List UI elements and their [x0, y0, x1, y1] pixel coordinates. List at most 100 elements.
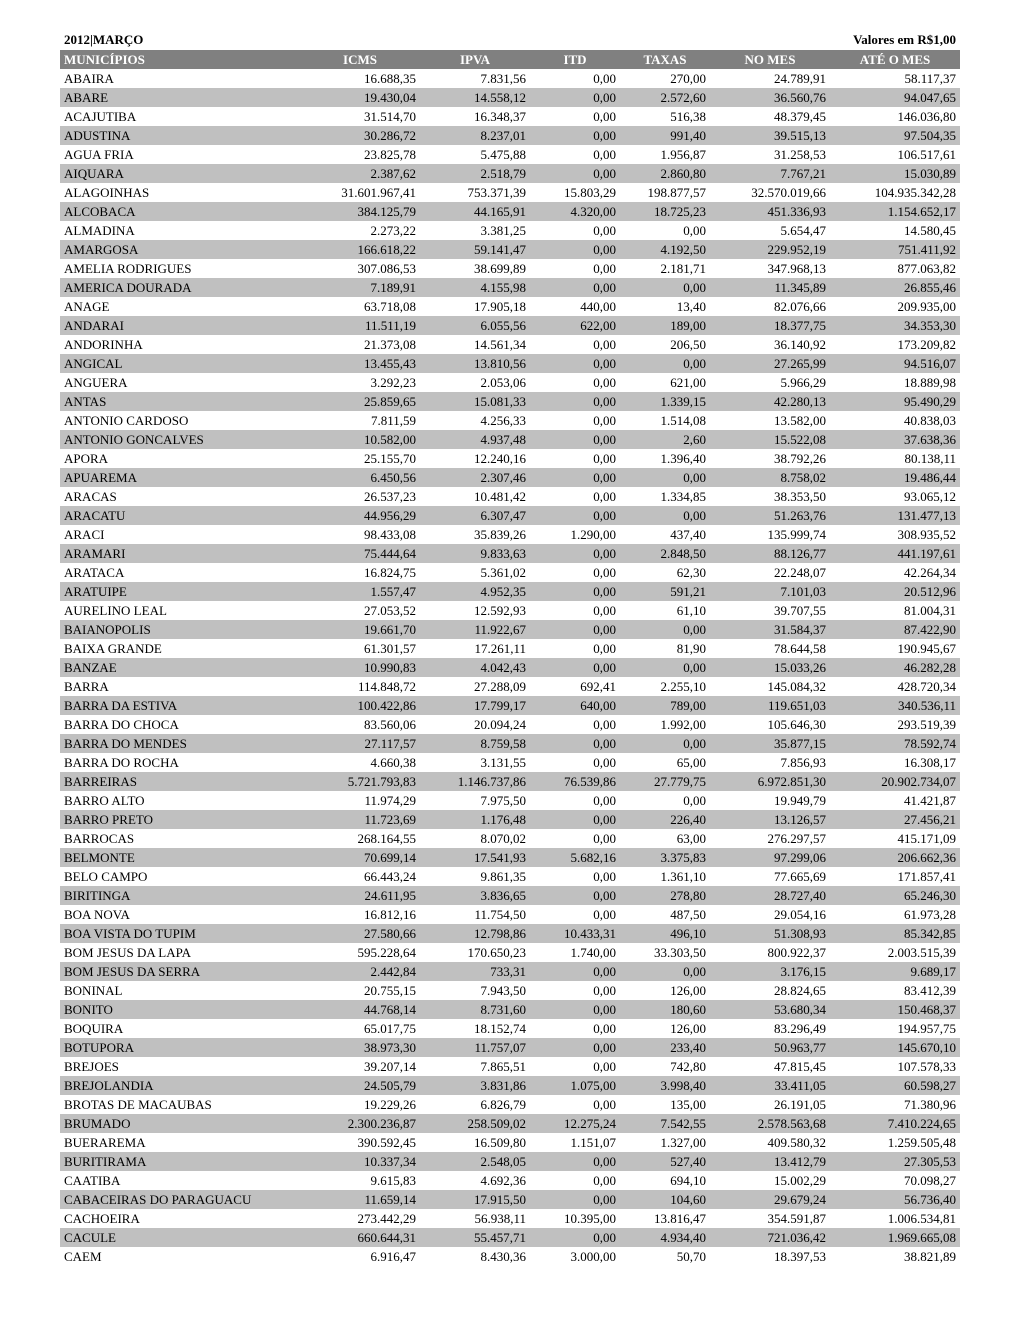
cell-value: 7.811,59 — [300, 411, 420, 430]
cell-value: 60.598,27 — [830, 1076, 960, 1095]
table-row: BROTAS DE MACAUBAS19.229,266.826,790,001… — [60, 1095, 960, 1114]
cell-value: 0,00 — [530, 791, 620, 810]
table-row: BOA NOVA16.812,1611.754,500,00487,5029.0… — [60, 905, 960, 924]
cell-value: 8.430,36 — [420, 1247, 530, 1266]
cell-value: 23.825,78 — [300, 145, 420, 164]
cell-value: 7.767,21 — [710, 164, 830, 183]
table-row: ARACAS26.537,2310.481,420,001.334,8538.3… — [60, 487, 960, 506]
cell-value: 13.582,00 — [710, 411, 830, 430]
cell-value: 26.855,46 — [830, 278, 960, 297]
cell-municipio: BOA NOVA — [60, 905, 300, 924]
cell-value: 0,00 — [530, 506, 620, 525]
table-row: AMERICA DOURADA7.189,914.155,980,000,001… — [60, 278, 960, 297]
cell-value: 9.861,35 — [420, 867, 530, 886]
cell-municipio: ANDARAI — [60, 316, 300, 335]
cell-value: 0,00 — [530, 449, 620, 468]
cell-value: 8.070,02 — [420, 829, 530, 848]
cell-value: 8.759,58 — [420, 734, 530, 753]
currency-label: Valores em R$1,00 — [853, 32, 956, 48]
cell-value: 76.539,86 — [530, 772, 620, 791]
cell-value: 18.377,75 — [710, 316, 830, 335]
cell-value: 0,00 — [620, 962, 710, 981]
cell-value: 15.803,29 — [530, 183, 620, 202]
cell-value: 28.824,65 — [710, 981, 830, 1000]
cell-value: 340.536,11 — [830, 696, 960, 715]
cell-value: 180,60 — [620, 1000, 710, 1019]
cell-municipio: BOQUIRA — [60, 1019, 300, 1038]
cell-value: 8.731,60 — [420, 1000, 530, 1019]
cell-value: 27.456,21 — [830, 810, 960, 829]
cell-value: 12.798,86 — [420, 924, 530, 943]
cell-value: 55.457,71 — [420, 1228, 530, 1247]
cell-value: 270,00 — [620, 69, 710, 88]
cell-value: 308.935,52 — [830, 525, 960, 544]
cell-value: 0,00 — [530, 582, 620, 601]
cell-value: 105.646,30 — [710, 715, 830, 734]
cell-value: 437,40 — [620, 525, 710, 544]
cell-value: 5.654,47 — [710, 221, 830, 240]
cell-value: 2.273,22 — [300, 221, 420, 240]
cell-value: 71.380,96 — [830, 1095, 960, 1114]
table-row: AIQUARA2.387,622.518,790,002.860,807.767… — [60, 164, 960, 183]
cell-value: 12.275,24 — [530, 1114, 620, 1133]
cell-value: 11.757,07 — [420, 1038, 530, 1057]
cell-municipio: ABARE — [60, 88, 300, 107]
cell-municipio: BRUMADO — [60, 1114, 300, 1133]
table-row: ARATUIPE1.557,474.952,350,00591,217.101,… — [60, 582, 960, 601]
cell-value: 14.558,12 — [420, 88, 530, 107]
cell-value: 18.397,53 — [710, 1247, 830, 1266]
cell-value: 0,00 — [620, 221, 710, 240]
cell-value: 14.580,45 — [830, 221, 960, 240]
cell-value: 16.824,75 — [300, 563, 420, 582]
table-row: ANGUERA3.292,232.053,060,00621,005.966,2… — [60, 373, 960, 392]
table-row: BANZAE10.990,834.042,430,000,0015.033,26… — [60, 658, 960, 677]
cell-value: 2.518,79 — [420, 164, 530, 183]
cell-value: 94.047,65 — [830, 88, 960, 107]
cell-value: 94.516,07 — [830, 354, 960, 373]
cell-value: 233,40 — [620, 1038, 710, 1057]
cell-value: 13.412,79 — [710, 1152, 830, 1171]
cell-value: 8.237,01 — [420, 126, 530, 145]
cell-value: 0,00 — [530, 563, 620, 582]
cell-municipio: BONINAL — [60, 981, 300, 1000]
cell-value: 0,00 — [530, 1038, 620, 1057]
cell-municipio: ALAGOINHAS — [60, 183, 300, 202]
cell-value: 0,00 — [530, 88, 620, 107]
cell-value: 9.615,83 — [300, 1171, 420, 1190]
cell-value: 10.990,83 — [300, 658, 420, 677]
cell-value: 16.812,16 — [300, 905, 420, 924]
table-row: ARACI98.433,0835.839,261.290,00437,40135… — [60, 525, 960, 544]
table-row: AGUA FRIA23.825,785.475,880,001.956,8731… — [60, 145, 960, 164]
cell-municipio: ARAMARI — [60, 544, 300, 563]
cell-value: 1.361,10 — [620, 867, 710, 886]
cell-value: 77.665,69 — [710, 867, 830, 886]
cell-value: 5.721.793,83 — [300, 772, 420, 791]
cell-value: 0,00 — [530, 430, 620, 449]
cell-value: 0,00 — [530, 620, 620, 639]
cell-value: 35.877,15 — [710, 734, 830, 753]
cell-value: 17.905,18 — [420, 297, 530, 316]
cell-value: 25.859,65 — [300, 392, 420, 411]
cell-value: 17.261,11 — [420, 639, 530, 658]
table-row: BIRITINGA24.611,953.836,650,00278,8028.7… — [60, 886, 960, 905]
cell-value: 44.768,14 — [300, 1000, 420, 1019]
cell-municipio: BELMONTE — [60, 848, 300, 867]
cell-value: 16.509,80 — [420, 1133, 530, 1152]
cell-value: 2.300.236,87 — [300, 1114, 420, 1133]
cell-value: 7.943,50 — [420, 981, 530, 1000]
cell-value: 21.373,08 — [300, 335, 420, 354]
cell-value: 2.387,62 — [300, 164, 420, 183]
cell-value: 3.375,83 — [620, 848, 710, 867]
cell-value: 0,00 — [530, 1057, 620, 1076]
cell-value: 85.342,85 — [830, 924, 960, 943]
cell-value: 7.410.224,65 — [830, 1114, 960, 1133]
cell-municipio: ABAIRA — [60, 69, 300, 88]
col-ate: ATÉ O MES — [830, 50, 960, 69]
cell-value: 28.727,40 — [710, 886, 830, 905]
cell-value: 126,00 — [620, 981, 710, 1000]
cell-municipio: ANTAS — [60, 392, 300, 411]
cell-value: 0,00 — [530, 411, 620, 430]
cell-value: 48.379,45 — [710, 107, 830, 126]
cell-value: 194.957,75 — [830, 1019, 960, 1038]
cell-value: 6.307,47 — [420, 506, 530, 525]
